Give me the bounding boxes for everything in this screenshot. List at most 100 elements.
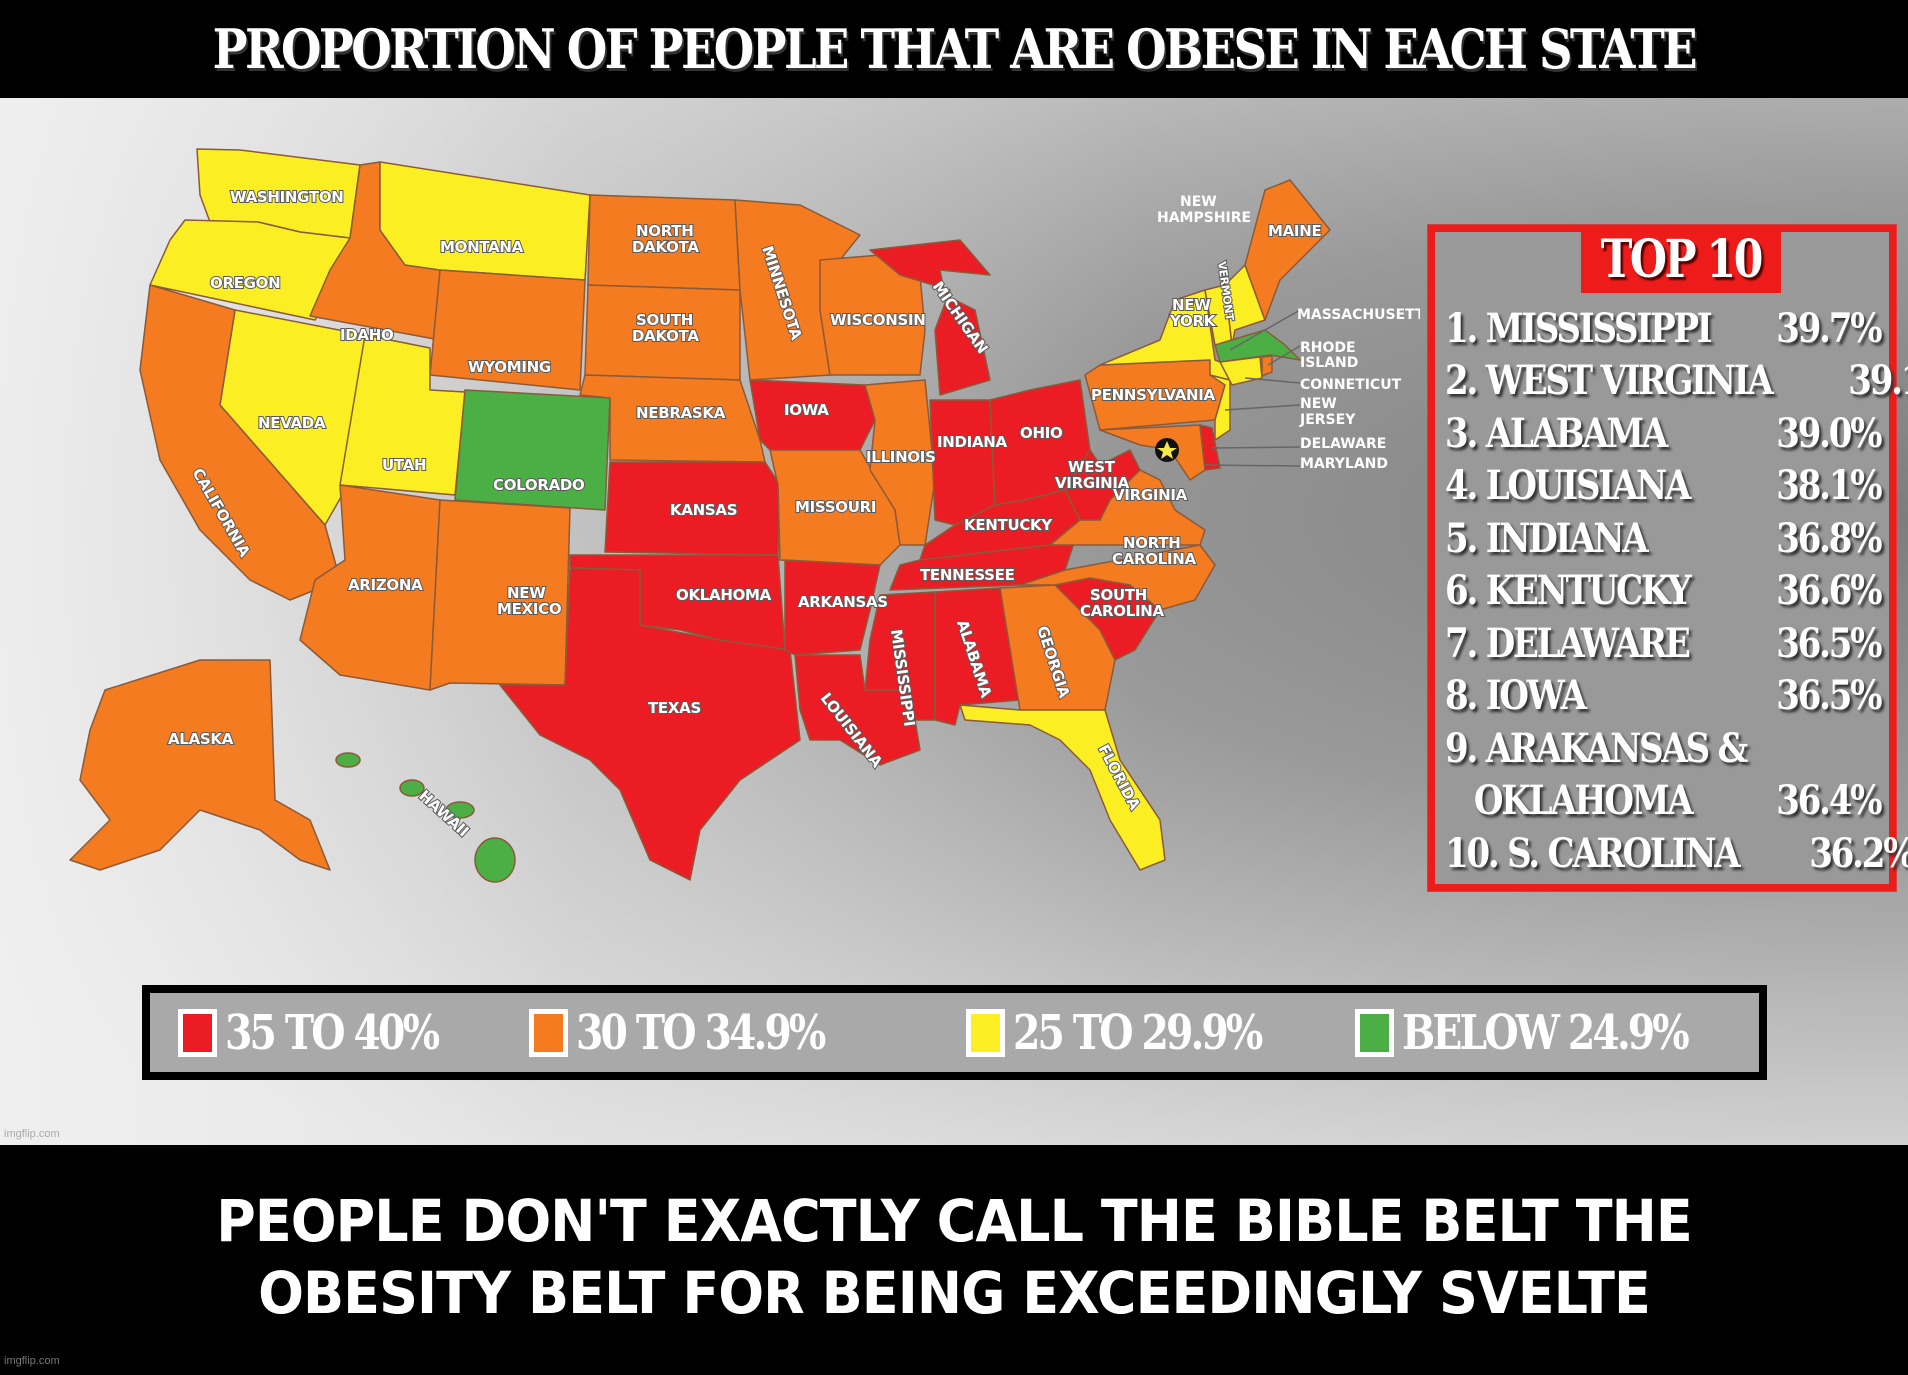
state-delaware bbox=[1199, 424, 1221, 471]
label-maine: MAINE bbox=[1268, 222, 1321, 240]
rank-state: 5. INDIANA bbox=[1445, 514, 1649, 562]
label-new-york-2: YORK bbox=[1169, 312, 1217, 330]
rank-state: 2. WEST VIRGINIA bbox=[1445, 357, 1774, 405]
rank-value: 39.1% bbox=[1848, 357, 1908, 405]
rank-value: 36.5% bbox=[1775, 672, 1882, 720]
rank-value: 36.4% bbox=[1775, 777, 1882, 825]
rank-state: 3. ALABAMA bbox=[1445, 409, 1668, 457]
caption-line-1: PEOPLE DON'T EXACTLY CALL THE BIBLE BELT… bbox=[216, 1187, 1692, 1255]
title-bar: PROPORTION OF PEOPLE THAT ARE OBESE IN E… bbox=[0, 0, 1908, 98]
top10-row: 7. DELAWARE 36.5% bbox=[1445, 617, 1885, 670]
caption-line-2: OBESITY BELT FOR BEING EXCEEDINGLY SVELT… bbox=[258, 1259, 1651, 1327]
state-north-carolina bbox=[1019, 544, 1216, 611]
state-nebraska bbox=[579, 374, 766, 463]
label-nebraska: NEBRASKA bbox=[636, 404, 726, 422]
state-illinois bbox=[864, 379, 936, 546]
top10-row: 2. WEST VIRGINIA 39.1% bbox=[1445, 355, 1908, 408]
watermark-bottom: imgflip.com bbox=[4, 1355, 60, 1367]
state-arkansas bbox=[784, 559, 881, 656]
label-rhode-island-2: ISLAND bbox=[1300, 355, 1358, 371]
label-kentucky: KENTUCKY bbox=[964, 516, 1053, 534]
chart-title: PROPORTION OF PEOPLE THAT ARE OBESE IN E… bbox=[212, 17, 1698, 81]
watermark: imgflip.com bbox=[4, 1128, 60, 1140]
top10-header: TOP 10 bbox=[1581, 226, 1781, 293]
legend: 35 TO 40% 30 TO 34.9% 25 TO 29.9% BELOW … bbox=[142, 985, 1767, 1080]
top10-row: 4. LOUISIANA 38.1% bbox=[1445, 460, 1885, 513]
label-ohio: OHIO bbox=[1020, 424, 1062, 442]
state-rhode-island bbox=[1261, 355, 1273, 377]
label-arizona: ARIZONA bbox=[348, 576, 423, 594]
label-oregon: OREGON bbox=[210, 274, 280, 292]
label-south-dakota-2: DAKOTA bbox=[632, 327, 699, 345]
label-west-virginia-2: VIRGINIA bbox=[1055, 474, 1130, 492]
legend-swatch-green bbox=[1354, 1008, 1394, 1057]
label-iowa: IOWA bbox=[784, 401, 829, 419]
state-louisiana bbox=[794, 654, 921, 766]
label-alaska: ALASKA bbox=[168, 730, 234, 748]
label-new-jersey-2: JERSEY bbox=[1299, 412, 1356, 428]
rank-state: 6. KENTUCKY bbox=[1445, 567, 1692, 615]
label-wisconsin: WISCONSIN bbox=[830, 311, 925, 329]
rank-value: 39.7% bbox=[1776, 304, 1883, 352]
top10-row: 5. INDIANA 36.8% bbox=[1445, 512, 1885, 565]
top10-row: 3. ALABAMA 39.0% bbox=[1445, 407, 1885, 460]
top10-panel: TOP 10 1. MISSISSIPPI 39.7% 2. WEST VIRGI… bbox=[1428, 225, 1908, 891]
label-montana: MONTANA bbox=[440, 238, 524, 256]
label-new-mexico-2: MEXICO bbox=[497, 600, 561, 618]
rank-state: 8. IOWA bbox=[1445, 672, 1587, 720]
label-idaho: IDAHO bbox=[340, 326, 393, 344]
label-north-dakota: NORTH bbox=[636, 222, 693, 240]
legend-label: 25 TO 29.9% bbox=[1012, 1004, 1263, 1061]
rank-state: 4. LOUISIANA bbox=[1445, 462, 1691, 510]
label-nevada: NEVADA bbox=[258, 414, 326, 432]
top10-list: 1. MISSISSIPPI 39.7% 2. WEST VIRGINIA 39.1… bbox=[1445, 302, 1908, 880]
top10-row: 9. ARAKANSAS & bbox=[1445, 722, 1885, 775]
label-south-dakota: SOUTH bbox=[636, 311, 693, 329]
state-alaska bbox=[69, 659, 331, 871]
label-south-carolina-2: CAROLINA bbox=[1080, 602, 1165, 620]
legend-swatch-red bbox=[178, 1008, 217, 1057]
label-north-dakota-2: DAKOTA bbox=[632, 238, 699, 256]
rank-value: 36.6% bbox=[1775, 567, 1882, 615]
label-massachusetts: MASSACHUSETTS bbox=[1297, 307, 1420, 323]
rank-state: 9. ARAKANSAS & bbox=[1445, 724, 1748, 772]
label-indiana: INDIANA bbox=[937, 433, 1008, 451]
label-maryland: MARYLAND bbox=[1300, 456, 1388, 472]
top10-row: 8. IOWA 36.5% bbox=[1445, 670, 1885, 723]
state-hawaii-island bbox=[445, 801, 475, 819]
label-north-carolina-2: CAROLINA bbox=[1112, 550, 1197, 568]
rank-state: 7. DELAWARE bbox=[1445, 619, 1691, 667]
state-hawaii-island bbox=[399, 779, 425, 797]
label-new-york: NEW bbox=[1172, 296, 1211, 314]
star-icon bbox=[1157, 441, 1177, 459]
us-obesity-map: WASHINGTON OREGON MONTANA IDAHO WYOMING … bbox=[69, 148, 1420, 883]
rank-state: OKLAHOMA bbox=[1445, 777, 1694, 825]
legend-item: 25 TO 29.9% bbox=[965, 1004, 1325, 1061]
top10-row: 10. S. CAROLINA 36.2% bbox=[1445, 827, 1908, 880]
label-texas: TEXAS bbox=[648, 699, 701, 717]
label-oklahoma: OKLAHOMA bbox=[676, 586, 772, 604]
state-tennessee bbox=[889, 539, 1076, 591]
label-washington: WASHINGTON bbox=[230, 188, 344, 206]
legend-item: 30 TO 34.9% bbox=[529, 1005, 935, 1061]
rank-value: 36.8% bbox=[1775, 514, 1882, 562]
legend-item: BELOW 24.9% bbox=[1354, 1005, 1749, 1061]
top10-row: 1. MISSISSIPPI 39.7% bbox=[1445, 302, 1885, 355]
label-west-virginia: WEST bbox=[1068, 458, 1116, 476]
label-kansas: KANSAS bbox=[670, 501, 737, 519]
state-new-mexico bbox=[429, 499, 571, 691]
label-delaware: DELAWARE bbox=[1300, 436, 1386, 452]
state-indiana bbox=[929, 399, 996, 526]
label-illinois: ILLINOIS bbox=[866, 448, 936, 466]
state-florida bbox=[959, 704, 1166, 871]
state-hawaii-island bbox=[335, 752, 361, 768]
rank-state: 1. MISSISSIPPI bbox=[1445, 304, 1713, 352]
state-michigan bbox=[869, 239, 991, 396]
rank-value: 38.1% bbox=[1775, 462, 1882, 510]
state-montana bbox=[379, 161, 591, 281]
label-arkansas: ARKANSAS bbox=[798, 593, 888, 611]
label-missouri: MISSOURI bbox=[795, 498, 876, 516]
caption-bar: PEOPLE DON'T EXACTLY CALL THE BIBLE BELT… bbox=[0, 1145, 1908, 1375]
label-tennessee: TENNESSEE bbox=[920, 566, 1015, 584]
state-new-hampshire bbox=[1224, 264, 1266, 346]
